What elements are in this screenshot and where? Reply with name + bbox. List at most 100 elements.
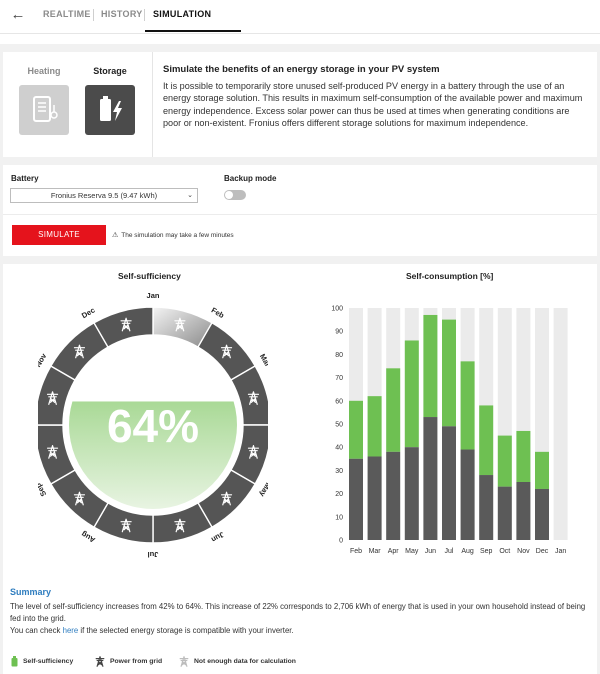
bar-green-dec [535, 451, 549, 489]
water-heater-icon [33, 96, 58, 122]
tab-history[interactable]: HISTORY [101, 9, 143, 19]
bar-green-mar [367, 396, 382, 457]
y-tick-label: 60 [335, 398, 343, 405]
power-pylon-icon [174, 518, 186, 533]
x-tick-label: Dec [536, 548, 549, 555]
power-pylon-icon [247, 391, 260, 405]
nav-divider [0, 33, 600, 34]
heating-mode-button[interactable] [19, 85, 69, 135]
summary-line-2: You can check here if the selected energ… [10, 625, 594, 637]
y-tick-label: 90 [335, 329, 343, 336]
toggle-knob [225, 191, 233, 199]
tab-simulation[interactable]: SIMULATION [153, 9, 212, 19]
top-nav: ← REALTIME HISTORY SIMULATION [0, 0, 600, 32]
month-label-aug: Aug [79, 529, 96, 544]
bar-gray-may [404, 447, 419, 540]
intro-title: Simulate the benefits of an energy stora… [163, 64, 440, 75]
x-tick-label: Jun [425, 548, 436, 555]
month-label-dec: Dec [80, 305, 96, 320]
y-tick-label: 70 [335, 375, 343, 382]
bar-green-apr [386, 368, 401, 452]
power-pylon-icon [179, 656, 189, 667]
self-sufficiency-chart: JanFebMarAprMayJunJulAugSepOctNovDec64% [38, 292, 268, 559]
x-tick-label: Aug [461, 548, 474, 555]
intro-divider [152, 52, 153, 157]
self-sufficiency-title: Self-sufficiency [118, 271, 181, 281]
month-label-jul: Jul [148, 550, 159, 559]
tab-realtime[interactable]: REALTIME [43, 9, 91, 19]
y-tick-label: 40 [335, 445, 343, 452]
y-tick-label: 20 [335, 491, 343, 498]
y-tick-label: 80 [335, 352, 343, 359]
legend-label: Not enough data for calculation [194, 658, 296, 665]
battery-select[interactable]: Fronius Reserva 9.5 (9.47 kWh) ⌄ [10, 188, 198, 203]
bar-green-feb [349, 400, 363, 459]
y-tick-label: 10 [335, 514, 343, 521]
power-pylon-icon [46, 445, 59, 459]
y-tick-label: 100 [331, 306, 343, 313]
simulate-hint-text: The simulation may take a few minutes [121, 232, 234, 239]
simulate-button[interactable]: SIMULATE [12, 225, 106, 245]
bar-gray-feb [349, 458, 363, 540]
power-pylon-icon [120, 317, 132, 332]
intro-description: It is possible to temporarily store unus… [163, 81, 583, 129]
bar-gray-nov [516, 482, 531, 540]
summary-title: Summary [10, 587, 52, 597]
storage-mode-button[interactable] [85, 85, 135, 135]
battery-select-value: Fronius Reserva 9.5 (9.47 kWh) [50, 191, 158, 200]
self-sufficiency-value: 64% [107, 400, 199, 452]
chevron-down-icon: ⌄ [187, 192, 193, 199]
power-pylon-icon [73, 491, 86, 506]
y-tick-label: 30 [335, 468, 343, 475]
month-label-jun: Jun [209, 530, 225, 545]
tab-divider [144, 9, 145, 21]
summary-line-2-before: You can check [10, 626, 63, 635]
active-tab-indicator [145, 30, 241, 32]
bar-gray-jul [442, 426, 456, 540]
bar-green-sep [479, 405, 494, 476]
self-consumption-chart: 0 10 20 30 40 50 60 70 80 90 100 Feb Mar Apr May Jun Jul… [331, 306, 568, 555]
backup-mode-label: Backup mode [224, 174, 277, 183]
bar-gray-jun [423, 417, 438, 540]
legend-self-sufficiency: Self-sufficiency [11, 656, 73, 667]
bar-green-jul [442, 319, 456, 427]
battery-icon [11, 656, 18, 667]
compatibility-link[interactable]: here [62, 626, 79, 635]
bar-green-oct [497, 435, 512, 487]
heating-label: Heating [27, 66, 61, 76]
arrow-left-icon[interactable]: ← [10, 6, 26, 23]
backup-mode-toggle[interactable] [224, 190, 246, 200]
legend-power-from-grid: Power from grid [95, 656, 162, 667]
bar-gray-sep [479, 475, 494, 540]
month-label-mar: Mar [258, 352, 268, 368]
month-label-may: May [257, 481, 268, 499]
power-pylon-icon [247, 445, 260, 459]
power-pylon-icon [120, 518, 132, 533]
bar-gray-dec [535, 488, 549, 540]
month-label-feb: Feb [210, 306, 226, 321]
power-pylon-icon [46, 391, 59, 405]
bar-background [553, 308, 568, 540]
legend-label: Self-sufficiency [23, 658, 74, 665]
bar-green-jun [423, 314, 438, 418]
power-pylon-icon [174, 317, 186, 332]
x-tick-label: Jan [555, 548, 566, 555]
month-label-nov: Nov [38, 351, 49, 368]
bar-gray-mar [367, 456, 382, 540]
legend-label: Power from grid [110, 658, 163, 665]
x-tick-label: Apr [388, 548, 400, 555]
month-label-sep: Sep [38, 481, 48, 498]
warning-icon: ⚠ [112, 232, 119, 239]
power-pylon-icon [220, 491, 233, 506]
simulate-hint: ⚠ The simulation may take a few minutes [112, 231, 234, 239]
bar-green-may [404, 340, 419, 448]
power-pylon-icon [73, 344, 86, 359]
x-tick-label: May [405, 548, 419, 555]
power-pylon-icon [95, 656, 105, 667]
y-tick-label: 50 [335, 422, 343, 429]
x-tick-label: Mar [369, 548, 382, 555]
bar-gray-apr [386, 451, 401, 540]
tab-divider [93, 9, 94, 21]
x-tick-label: Sep [480, 548, 493, 555]
bar-green-nov [516, 430, 531, 482]
